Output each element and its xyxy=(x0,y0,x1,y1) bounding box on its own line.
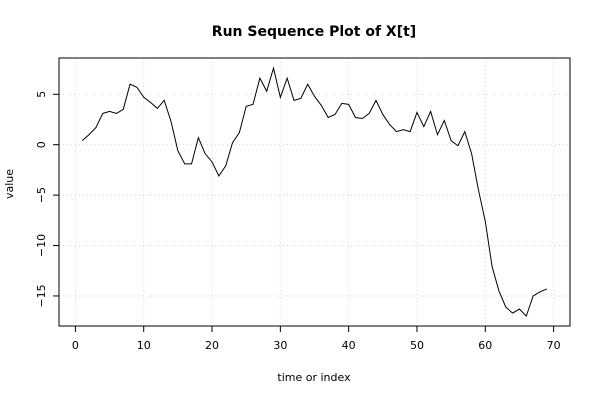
y-axis-label: value xyxy=(3,169,16,199)
chart-title: Run Sequence Plot of X[t] xyxy=(212,24,416,40)
x-tick-label: 70 xyxy=(547,339,561,352)
grid-lines xyxy=(59,58,570,326)
y-tick-label: −5 xyxy=(35,187,48,203)
plot-frame xyxy=(58,57,571,327)
x-tick-label: 30 xyxy=(273,339,287,352)
x-tick-label: 10 xyxy=(137,339,151,352)
x-axis-label: time or index xyxy=(277,371,351,384)
y-tick-label: 5 xyxy=(35,91,48,98)
x-axis: 0 10 20 30 40 50 60 70 xyxy=(72,326,561,352)
x-tick-label: 0 xyxy=(72,339,79,352)
y-tick-label: −15 xyxy=(35,284,48,307)
series-line xyxy=(81,66,547,318)
y-tick-label: 0 xyxy=(35,141,48,148)
x-tick-label: 50 xyxy=(410,339,424,352)
x-tick-label: 40 xyxy=(342,339,356,352)
x-tick-label: 60 xyxy=(478,339,492,352)
y-axis: −15 −10 −5 0 5 xyxy=(35,91,59,308)
y-tick-label: −10 xyxy=(35,234,48,257)
x-tick-label: 20 xyxy=(205,339,219,352)
